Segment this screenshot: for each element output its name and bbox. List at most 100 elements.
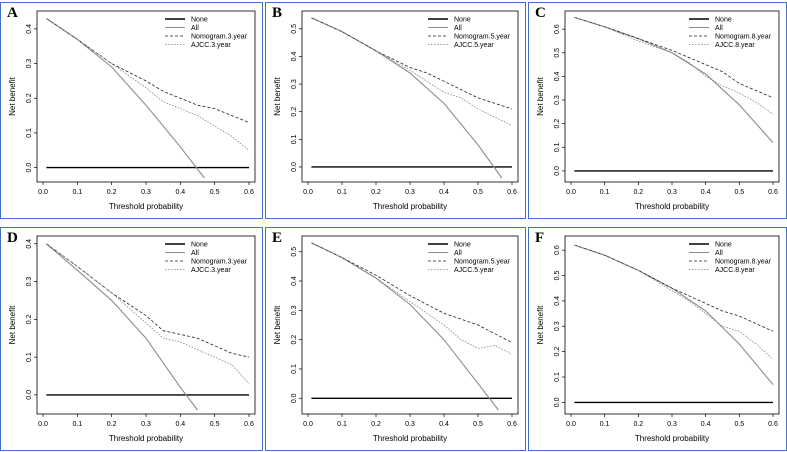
chart-svg: 0.0 0.1 0.2 0.3 0.4 0.5 0.6 0.0 0.1 0.2 0.3 0.4 Thre… bbox=[8, 10, 256, 211]
x-axis-label: Threshold probability bbox=[635, 434, 709, 443]
y-tick-label: 0.4 bbox=[554, 71, 561, 81]
series-line-all bbox=[46, 243, 198, 411]
chart-svg: 0.0 0.1 0.2 0.3 0.4 0.5 0.6 0.0 0.1 0.2 0.3 0.4 0.5 0… bbox=[536, 10, 780, 211]
y-axis-label: Net benefit bbox=[536, 76, 545, 115]
x-tick-label: 0.6 bbox=[507, 421, 517, 428]
panel-c: C 0.0 0.1 0.2 0.3 0.4 0.5 0.6 0.0 0.1 0.2 0.3 0.4 0.… bbox=[528, 2, 787, 219]
y-tick-label: 0.2 bbox=[291, 107, 298, 117]
x-tick-label: 0.1 bbox=[72, 421, 82, 428]
y-tick-label: 0.1 bbox=[291, 134, 298, 144]
x-tick-label: 0.5 bbox=[210, 189, 220, 196]
panel-f: F 0.0 0.1 0.2 0.3 0.4 0.5 0.6 0.0 0.1 0.2 0.3 0.4 0.… bbox=[528, 227, 787, 451]
x-axis-label: Threshold probability bbox=[109, 434, 183, 443]
x-tick-label: 0.0 bbox=[303, 421, 313, 428]
y-tick-label: 0.4 bbox=[554, 296, 561, 306]
x-tick-label: 0.4 bbox=[439, 189, 449, 196]
y-tick-label: 0.6 bbox=[554, 245, 561, 255]
x-tick-label: 0.4 bbox=[701, 421, 711, 428]
legend-label: Nomogram.8.year bbox=[715, 34, 772, 41]
y-tick-label: 0.4 bbox=[26, 239, 33, 249]
series-line-ajcc-3-year bbox=[46, 243, 250, 384]
x-tick-label: 0.4 bbox=[175, 421, 185, 428]
x-axis-label: Threshold probability bbox=[635, 202, 709, 211]
chart-svg: 0.0 0.1 0.2 0.3 0.4 0.5 0.6 0.0 0.1 0.2 0.3 0.4 0.5 0… bbox=[536, 235, 780, 443]
panel-d: D 0.0 0.1 0.2 0.3 0.4 0.5 0.6 0.0 0.1 0.2 0.3 0.4 Th… bbox=[0, 227, 263, 451]
panel-e: E 0.0 0.1 0.2 0.3 0.4 0.5 0.6 0.0 0.1 0.2 0.3 0.4 0.… bbox=[265, 227, 526, 451]
x-tick-label: 0.4 bbox=[175, 189, 185, 196]
y-tick-label: 0.1 bbox=[554, 142, 561, 152]
y-tick-label: 0.0 bbox=[554, 166, 561, 176]
legend-label: Nomogram.5.year bbox=[454, 259, 511, 266]
x-tick-label: 0.5 bbox=[473, 189, 483, 196]
series-line-ajcc-8-year bbox=[574, 244, 774, 360]
y-tick-label: 0.3 bbox=[26, 277, 33, 287]
legend-label: Nomogram.5.year bbox=[454, 34, 511, 41]
legend-label: AJCC.3.year bbox=[191, 42, 231, 49]
x-tick-label: 0.6 bbox=[244, 421, 254, 428]
y-axis-label: Net benefit bbox=[273, 305, 282, 344]
y-tick-label: 0.3 bbox=[26, 59, 33, 69]
legend-label: All bbox=[715, 25, 723, 32]
x-tick-label: 0.0 bbox=[303, 189, 313, 196]
x-axis-label: Threshold probability bbox=[373, 434, 447, 443]
x-tick-label: 0.2 bbox=[371, 189, 381, 196]
y-tick-label: 0.0 bbox=[554, 397, 561, 407]
y-tick-label: 0.6 bbox=[554, 24, 561, 34]
legend-label: AJCC.8.year bbox=[715, 267, 755, 274]
panel-letter: F bbox=[535, 230, 545, 246]
x-tick-label: 0.5 bbox=[473, 421, 483, 428]
y-tick-label: 0.1 bbox=[291, 364, 298, 374]
chart-svg: 0.0 0.1 0.2 0.3 0.4 0.5 0.6 0.0 0.1 0.2 0.3 0.4 0.5 T… bbox=[273, 235, 519, 443]
panel-letter: D bbox=[7, 230, 18, 246]
legend-label: All bbox=[454, 250, 462, 257]
y-tick-label: 0.3 bbox=[554, 321, 561, 331]
x-tick-label: 0.1 bbox=[72, 189, 82, 196]
y-tick-label: 0.5 bbox=[554, 271, 561, 281]
y-tick-label: 0.4 bbox=[291, 276, 298, 286]
panel-letter: E bbox=[272, 230, 283, 246]
legend-label: AJCC.5.year bbox=[454, 42, 494, 49]
series-line-ajcc-8-year bbox=[574, 17, 774, 115]
x-tick-label: 0.2 bbox=[107, 189, 117, 196]
y-tick-label: 0.3 bbox=[291, 79, 298, 89]
chart-svg: 0.0 0.1 0.2 0.3 0.4 0.5 0.6 0.0 0.1 0.2 0.3 0.4 Thre… bbox=[8, 235, 256, 443]
x-tick-label: 0.2 bbox=[107, 421, 117, 428]
series-line-nomogram-8-year bbox=[574, 244, 774, 332]
x-tick-label: 0.3 bbox=[141, 189, 151, 196]
y-tick-label: 0.2 bbox=[26, 93, 33, 103]
legend-label: AJCC.8.year bbox=[715, 42, 755, 49]
series-line-nomogram-8-year bbox=[574, 17, 774, 99]
legend-label: None bbox=[454, 242, 471, 249]
panel-a: A 0.0 0.1 0.2 0.3 0.4 0.5 0.6 0.0 0.1 0.2 0.3 0.4 Th… bbox=[0, 2, 263, 219]
legend-label: Nomogram.3.year bbox=[191, 259, 248, 266]
x-tick-label: 0.1 bbox=[337, 421, 347, 428]
y-tick-label: 0.1 bbox=[26, 352, 33, 362]
y-tick-label: 0.2 bbox=[554, 119, 561, 129]
x-tick-label: 0.3 bbox=[405, 189, 415, 196]
series-line-ajcc-3-year bbox=[46, 18, 250, 151]
legend-label: None bbox=[715, 17, 732, 24]
series-line-ajcc-5-year bbox=[311, 17, 513, 126]
legend-label: All bbox=[715, 250, 723, 257]
y-axis-label: Net benefit bbox=[8, 76, 17, 115]
y-tick-label: 0.0 bbox=[291, 393, 298, 403]
y-tick-label: 0.4 bbox=[26, 24, 33, 34]
x-tick-label: 0.3 bbox=[405, 421, 415, 428]
x-tick-label: 0.5 bbox=[734, 421, 744, 428]
x-tick-label: 0.6 bbox=[768, 421, 778, 428]
x-tick-label: 0.0 bbox=[38, 421, 48, 428]
x-tick-label: 0.6 bbox=[244, 189, 254, 196]
x-tick-label: 0.1 bbox=[600, 421, 610, 428]
legend-label: Nomogram.3.year bbox=[191, 34, 248, 41]
series-line-nomogram-3-year bbox=[46, 18, 250, 123]
legend-label: None bbox=[715, 242, 732, 249]
x-tick-label: 0.0 bbox=[38, 189, 48, 196]
x-tick-label: 0.4 bbox=[439, 421, 449, 428]
legend-label: AJCC.3.year bbox=[191, 267, 231, 274]
y-tick-label: 0.5 bbox=[554, 48, 561, 58]
x-tick-label: 0.2 bbox=[633, 189, 643, 196]
legend-label: Nomogram.8.year bbox=[715, 259, 772, 266]
legend-label: AJCC.5.year bbox=[454, 267, 494, 274]
series-line-nomogram-5-year bbox=[311, 17, 513, 110]
legend-label: None bbox=[191, 242, 208, 249]
